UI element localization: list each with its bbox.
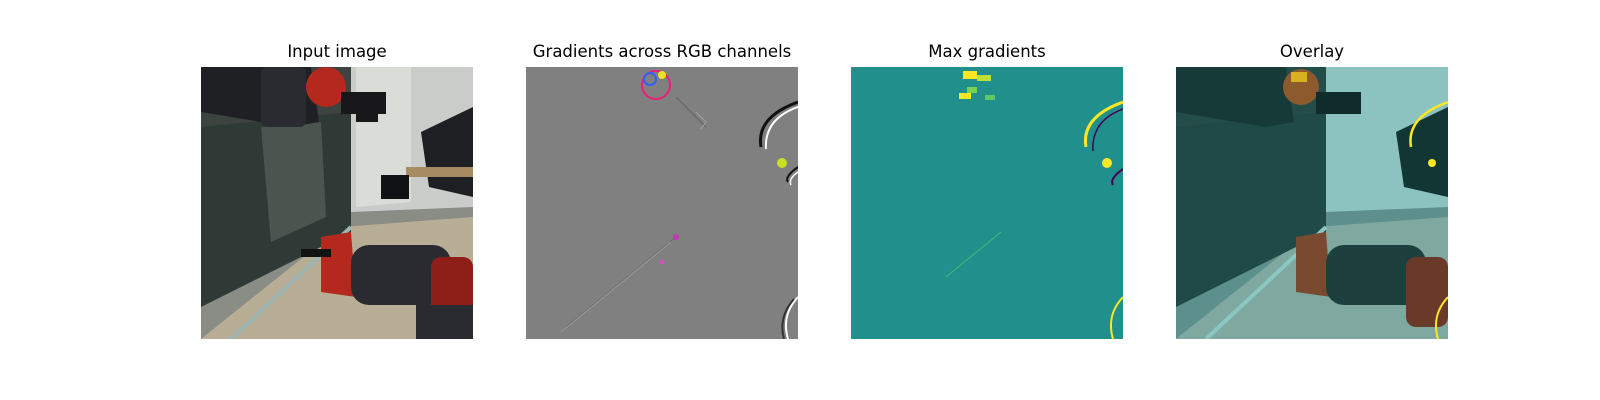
max-gradients-image xyxy=(851,67,1123,339)
overlay-image xyxy=(1176,67,1448,339)
panel-title: Overlay xyxy=(1279,42,1345,61)
input-image xyxy=(201,67,473,339)
panel-title: Max gradients xyxy=(928,42,1046,61)
panel-input-image: Input image xyxy=(201,0,473,400)
panel-overlay: Overlay xyxy=(1176,0,1448,400)
panel-max-gradients: Max gradients xyxy=(851,0,1123,400)
panel-rgb-gradients: Gradients across RGB channels xyxy=(526,0,798,400)
rgb-gradients-image xyxy=(526,67,798,339)
panel-title: Input image xyxy=(287,42,387,61)
panel-title: Gradients across RGB channels xyxy=(532,42,792,61)
